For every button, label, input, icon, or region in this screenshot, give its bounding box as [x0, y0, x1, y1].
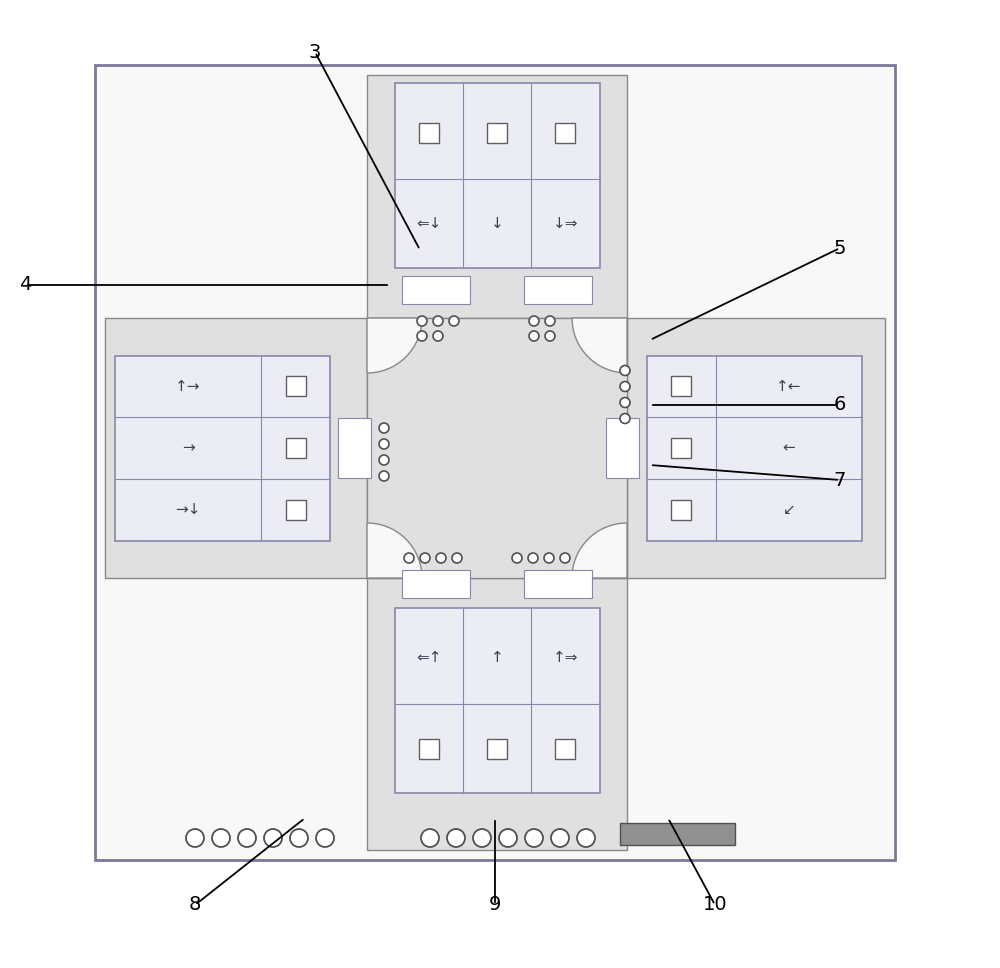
Text: ⇐↑: ⇐↑ — [416, 650, 441, 665]
Circle shape — [404, 553, 414, 563]
Text: ↑⇒: ↑⇒ — [553, 650, 578, 665]
Bar — [338, 418, 371, 478]
Circle shape — [417, 331, 427, 341]
Circle shape — [551, 829, 569, 847]
Circle shape — [525, 829, 543, 847]
Bar — [115, 355, 330, 540]
Bar — [394, 83, 600, 268]
Circle shape — [529, 316, 539, 326]
Wedge shape — [367, 318, 422, 373]
Bar — [555, 123, 575, 143]
Bar — [487, 123, 507, 143]
Bar — [402, 570, 470, 598]
Circle shape — [417, 316, 427, 326]
Bar — [647, 355, 862, 540]
Bar — [367, 75, 627, 318]
Text: 5: 5 — [834, 238, 846, 257]
Text: ↑←: ↑← — [776, 378, 802, 394]
Circle shape — [212, 829, 230, 847]
Bar — [524, 570, 592, 598]
Circle shape — [620, 398, 630, 408]
Circle shape — [379, 423, 389, 433]
Circle shape — [420, 553, 430, 563]
Circle shape — [186, 829, 204, 847]
Circle shape — [379, 439, 389, 449]
Circle shape — [620, 413, 630, 424]
Text: 8: 8 — [189, 895, 201, 915]
Circle shape — [620, 381, 630, 391]
Bar — [606, 418, 639, 478]
Text: ↙: ↙ — [783, 502, 795, 517]
Circle shape — [238, 829, 256, 847]
Circle shape — [379, 471, 389, 481]
Bar — [620, 823, 735, 845]
Bar — [286, 377, 306, 396]
Text: 4: 4 — [19, 276, 31, 294]
Circle shape — [577, 829, 595, 847]
Wedge shape — [572, 523, 627, 578]
Bar — [555, 739, 575, 759]
Text: →↓: →↓ — [175, 502, 201, 517]
Circle shape — [449, 316, 459, 326]
Circle shape — [620, 366, 630, 376]
Bar — [95, 65, 895, 860]
Text: 7: 7 — [834, 470, 846, 490]
Bar — [286, 499, 306, 520]
Bar — [627, 318, 885, 578]
Bar — [419, 739, 439, 759]
Circle shape — [499, 829, 517, 847]
Bar — [367, 318, 627, 578]
Text: 3: 3 — [309, 43, 321, 62]
Bar — [367, 578, 627, 850]
Text: ↓⇒: ↓⇒ — [553, 216, 578, 231]
Circle shape — [529, 331, 539, 341]
Text: ↑: ↑ — [491, 650, 503, 665]
Circle shape — [433, 331, 443, 341]
Circle shape — [512, 553, 522, 563]
Circle shape — [544, 553, 554, 563]
Text: ⇐↓: ⇐↓ — [416, 216, 441, 231]
Text: →: → — [182, 440, 194, 456]
Circle shape — [528, 553, 538, 563]
Bar — [105, 318, 367, 578]
Circle shape — [447, 829, 465, 847]
Circle shape — [560, 553, 570, 563]
Bar — [671, 499, 691, 520]
Circle shape — [264, 829, 282, 847]
Wedge shape — [367, 523, 422, 578]
Circle shape — [473, 829, 491, 847]
Text: ↑→: ↑→ — [175, 378, 201, 394]
Circle shape — [421, 829, 439, 847]
Bar — [419, 123, 439, 143]
Bar — [524, 276, 592, 304]
Text: 6: 6 — [834, 396, 846, 414]
Wedge shape — [572, 318, 627, 373]
Circle shape — [290, 829, 308, 847]
Circle shape — [433, 316, 443, 326]
Bar — [671, 438, 691, 458]
Bar — [671, 377, 691, 396]
Circle shape — [452, 553, 462, 563]
Bar — [487, 739, 507, 759]
Circle shape — [379, 455, 389, 465]
Text: 9: 9 — [489, 895, 501, 915]
Bar — [394, 608, 600, 793]
Circle shape — [316, 829, 334, 847]
Bar — [286, 438, 306, 458]
Circle shape — [545, 316, 555, 326]
Circle shape — [545, 331, 555, 341]
Circle shape — [436, 553, 446, 563]
Text: 10: 10 — [703, 895, 727, 915]
Bar — [402, 276, 470, 304]
Text: ←: ← — [783, 440, 795, 456]
Text: ↓: ↓ — [491, 216, 503, 231]
